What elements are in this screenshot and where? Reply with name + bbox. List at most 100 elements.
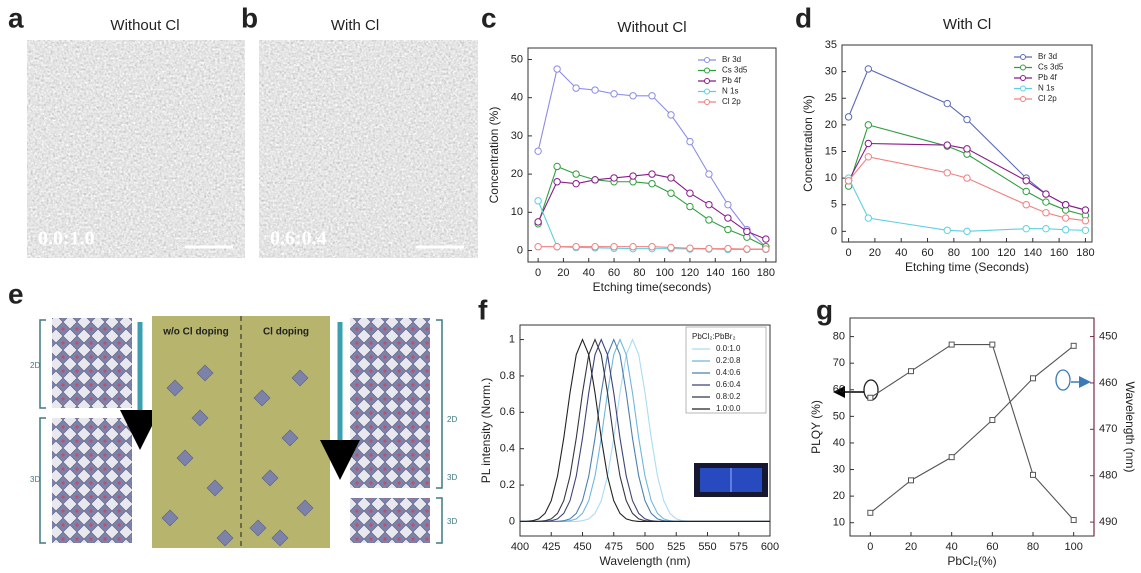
y-tick-label: 0 bbox=[517, 244, 523, 256]
schematic: 2D 3D w/o Cl doping Cl doping 2D 3D 3D bbox=[30, 316, 457, 548]
point bbox=[705, 216, 713, 224]
x-axis-label: Etching time (Seconds) bbox=[905, 260, 1029, 274]
point bbox=[844, 113, 853, 121]
panel-letter: f bbox=[478, 294, 488, 325]
x-tick-label: 100 bbox=[971, 247, 989, 259]
label: Cl doping bbox=[263, 327, 309, 338]
point bbox=[864, 121, 873, 129]
x-tick-label: 80 bbox=[1027, 541, 1039, 553]
legend-marker bbox=[1020, 85, 1026, 92]
x-tick-label: 60 bbox=[986, 541, 998, 553]
point bbox=[724, 214, 732, 222]
point bbox=[1022, 224, 1030, 233]
point bbox=[1081, 226, 1090, 234]
point bbox=[667, 174, 675, 182]
point bbox=[1022, 201, 1030, 209]
point bbox=[762, 235, 770, 243]
panel-letter: e bbox=[8, 278, 24, 309]
point bbox=[534, 218, 542, 226]
plot-frame bbox=[841, 44, 1093, 243]
y-tick-label: 10 bbox=[833, 517, 845, 529]
image-title: Without Cl bbox=[110, 17, 179, 34]
series-line bbox=[848, 124, 1086, 216]
point bbox=[610, 243, 618, 251]
point bbox=[686, 202, 694, 211]
point bbox=[943, 226, 951, 234]
x-tick-label: 80 bbox=[633, 267, 645, 279]
legend-label: 0.4:0.6 bbox=[716, 368, 741, 377]
point bbox=[534, 197, 542, 205]
y-tick-label: 50 bbox=[511, 53, 523, 65]
y-axis-label: Concentration (%) bbox=[801, 95, 815, 192]
y-tick-label: 40 bbox=[511, 92, 523, 104]
octahedra bbox=[161, 364, 314, 547]
legend-label: Cs 3d5 bbox=[722, 66, 748, 75]
point bbox=[1081, 217, 1090, 225]
point bbox=[1081, 206, 1090, 214]
image-title: With Cl bbox=[331, 17, 379, 34]
x-tick-label: 525 bbox=[667, 541, 685, 553]
legend-label: 0.6:0.4 bbox=[716, 380, 741, 389]
y-tick-label: 20 bbox=[511, 168, 523, 180]
point bbox=[629, 172, 637, 180]
point bbox=[1042, 209, 1050, 217]
x-axis-label: PbCl₂(%) bbox=[947, 554, 996, 568]
x-tick-label: 20 bbox=[905, 541, 917, 553]
point bbox=[963, 145, 971, 153]
series-line bbox=[869, 345, 1075, 514]
point bbox=[1030, 375, 1036, 382]
point bbox=[648, 243, 656, 251]
y-tick-label: 0.6 bbox=[500, 406, 515, 418]
x-tick-label: 600 bbox=[761, 541, 779, 553]
x-tick-label: 100 bbox=[655, 267, 673, 279]
point bbox=[724, 225, 732, 234]
x-tick-label: 100 bbox=[1064, 541, 1082, 553]
point bbox=[534, 243, 542, 251]
perovskite-3d bbox=[350, 498, 430, 543]
point bbox=[762, 245, 770, 253]
point bbox=[724, 244, 732, 253]
ellipse-marker bbox=[1055, 369, 1071, 391]
x-tick-label: 575 bbox=[730, 541, 748, 553]
legend-label: 0.8:0.2 bbox=[716, 392, 741, 401]
legend-label: N 1s bbox=[1038, 84, 1054, 93]
plot-frame bbox=[849, 317, 1095, 537]
y-tick-label: 10 bbox=[825, 172, 837, 184]
point bbox=[908, 368, 914, 375]
point bbox=[553, 178, 561, 186]
y-tick-label: 30 bbox=[833, 463, 845, 475]
point bbox=[572, 179, 580, 188]
y-tick-label: 40 bbox=[833, 437, 845, 449]
point bbox=[864, 65, 873, 73]
y-tick-label: 10 bbox=[511, 206, 523, 218]
x-tick-label: 160 bbox=[731, 267, 749, 279]
legend-label: Pb 4f bbox=[722, 76, 741, 85]
x-tick-label: 20 bbox=[869, 247, 881, 259]
panel-letter: b bbox=[241, 2, 258, 33]
x-tick-label: 60 bbox=[608, 267, 620, 279]
y-tick-label: 80 bbox=[833, 331, 845, 343]
bracket bbox=[436, 319, 443, 544]
x-tick-label: 60 bbox=[921, 247, 933, 259]
point bbox=[591, 86, 599, 94]
perovskite-3d bbox=[52, 418, 132, 543]
point bbox=[553, 243, 561, 251]
plot-frame bbox=[527, 47, 777, 263]
point bbox=[591, 243, 599, 251]
point bbox=[948, 454, 955, 461]
point bbox=[1022, 177, 1030, 185]
series-line bbox=[520, 338, 770, 522]
legend-label: Cl 2p bbox=[1038, 94, 1057, 103]
point bbox=[686, 189, 694, 197]
x-tick-label: 500 bbox=[636, 541, 654, 553]
x-tick-label: 0 bbox=[535, 267, 541, 279]
point bbox=[572, 84, 580, 92]
point bbox=[867, 394, 874, 401]
x-tick-label: 40 bbox=[895, 247, 907, 259]
x-tick-label: 180 bbox=[1076, 247, 1094, 259]
panel-letter: c bbox=[481, 2, 497, 33]
legend-marker bbox=[1020, 64, 1026, 71]
point bbox=[648, 179, 656, 188]
ratio-label: 0.6:0.4 bbox=[270, 228, 327, 250]
